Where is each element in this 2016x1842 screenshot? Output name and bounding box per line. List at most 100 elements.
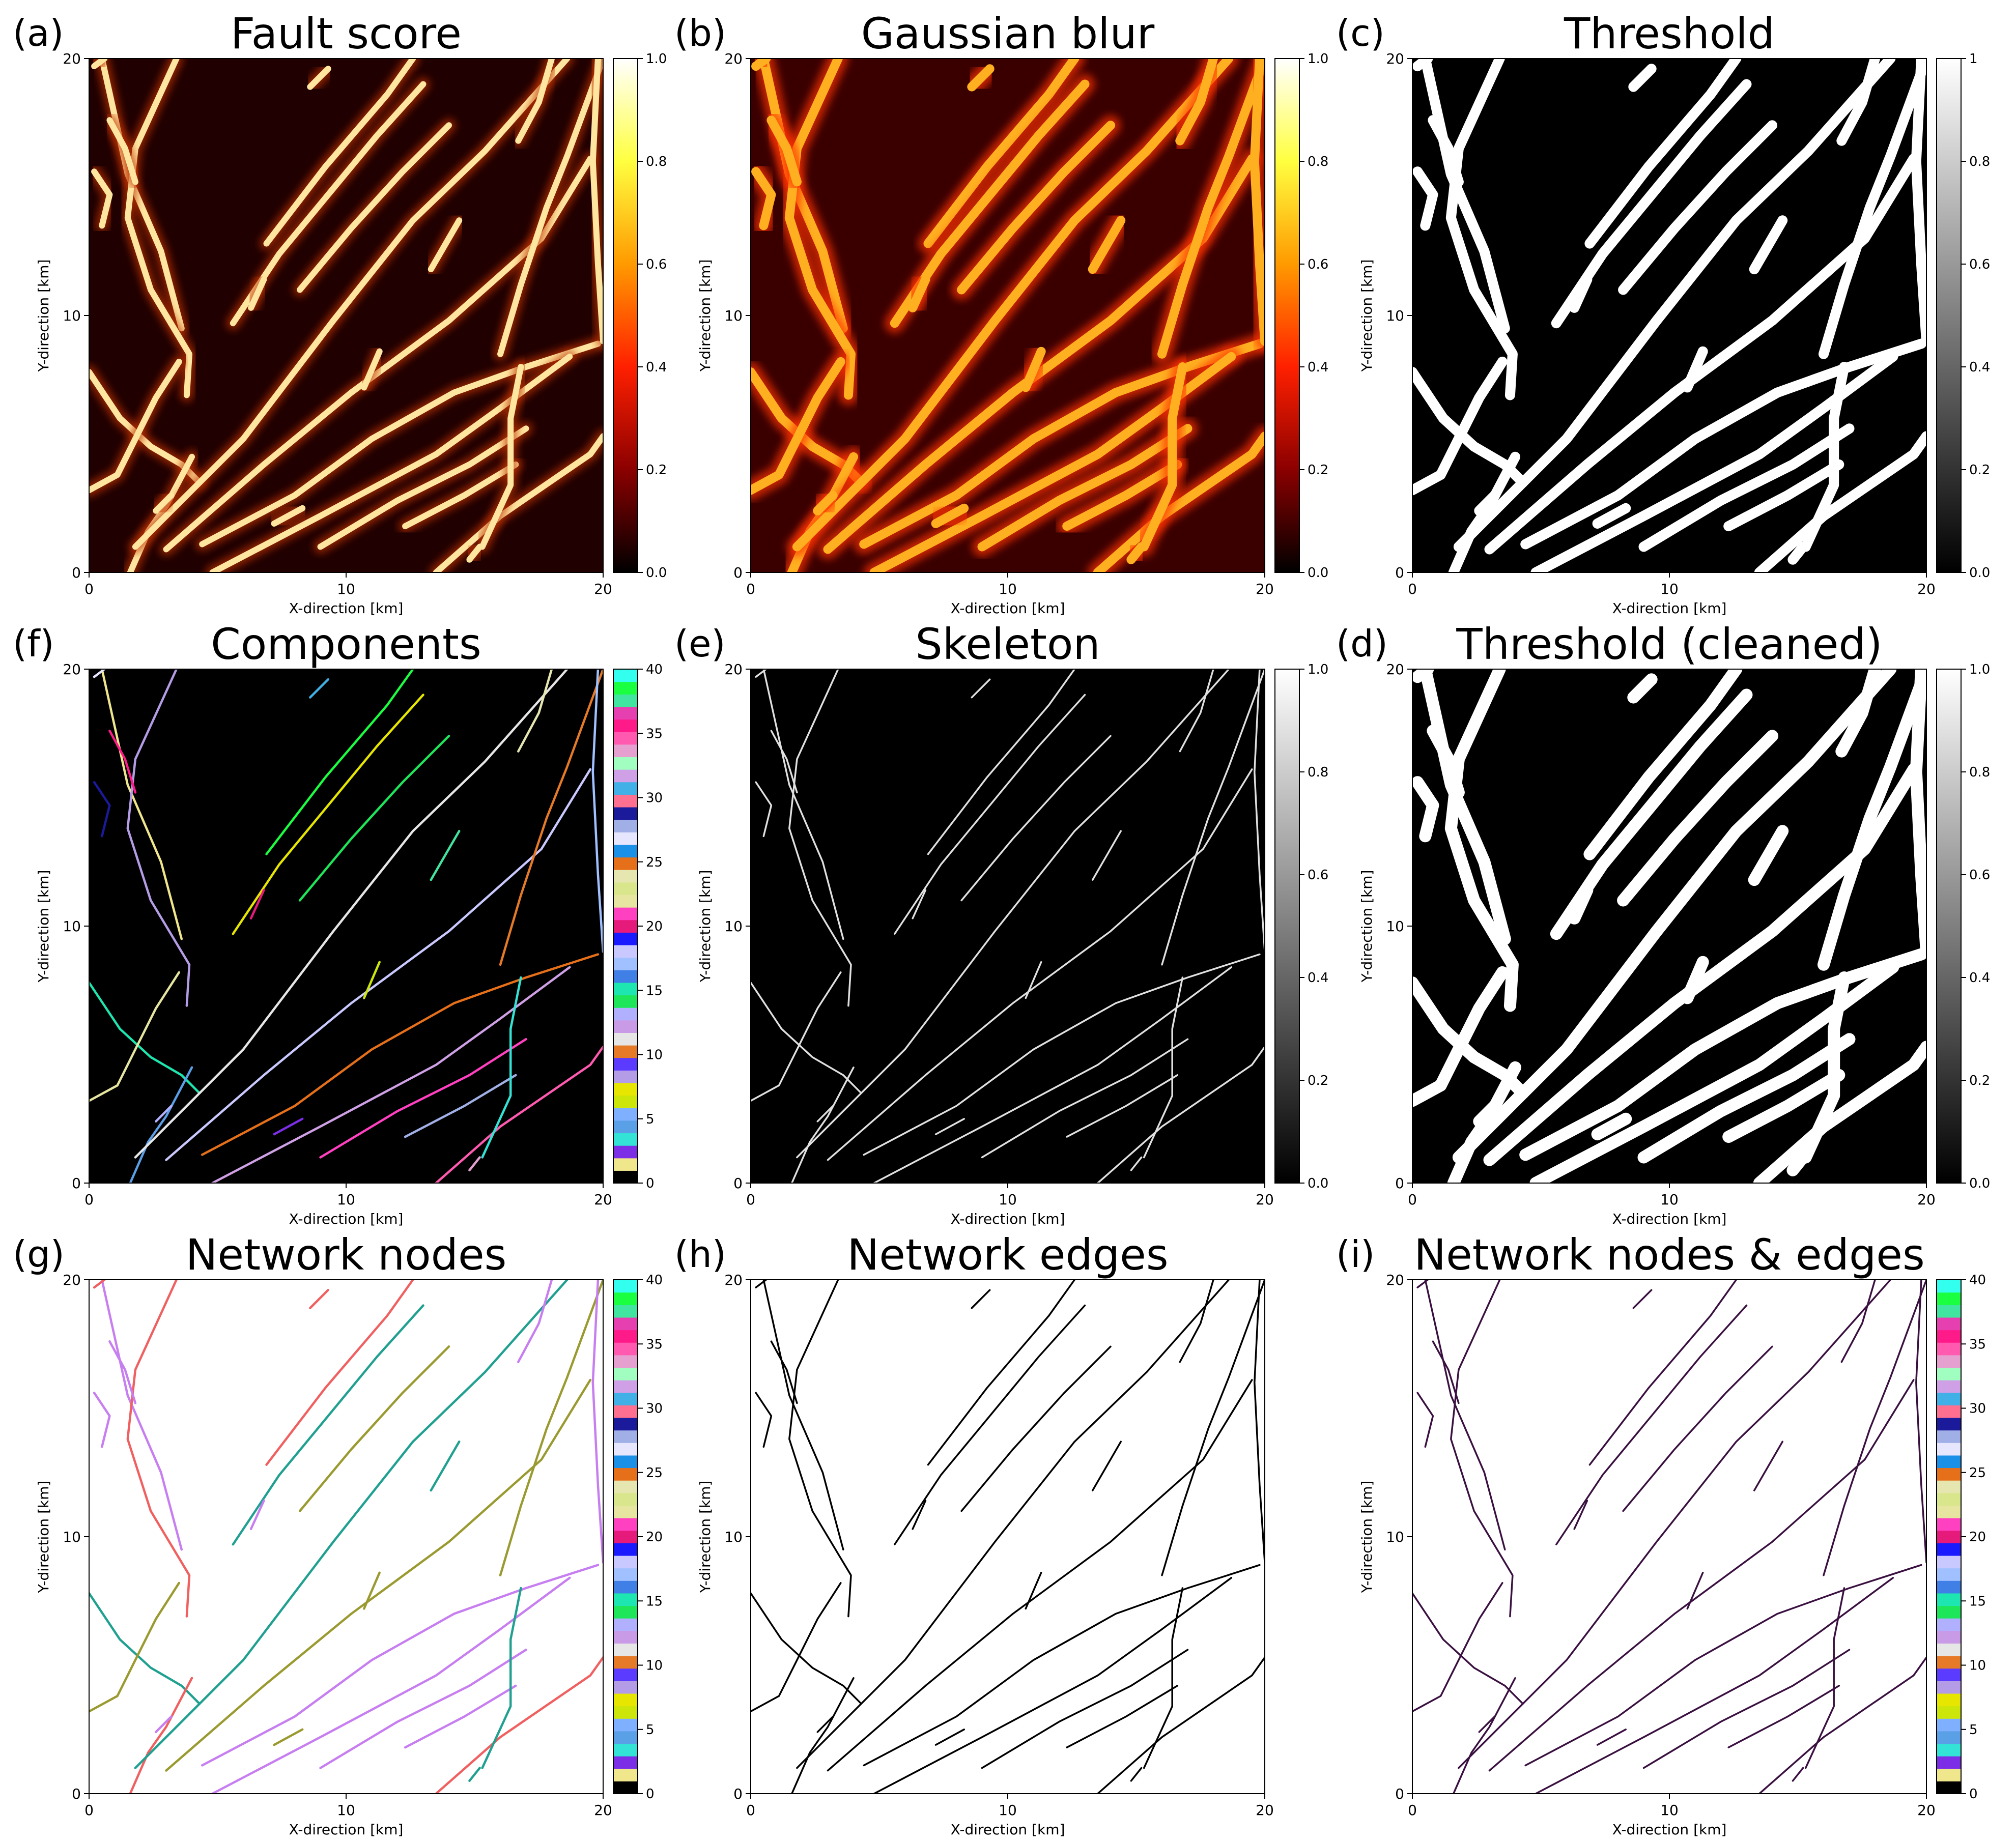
fault-line (894, 1304, 1086, 1545)
fault-line (751, 971, 842, 1102)
fault-line (1800, 362, 1850, 552)
colorbar-tick-label: 10 (1969, 1658, 1986, 1674)
fault-line (163, 155, 593, 553)
fault-line (271, 505, 306, 527)
y-tick-label: 0 (733, 1786, 743, 1802)
fault-line (1520, 338, 1926, 550)
fault-line (363, 961, 381, 999)
fault-line (106, 117, 138, 185)
fault-line (1478, 1715, 1496, 1733)
y-tick-label: 0 (72, 564, 81, 581)
fault-line (249, 1500, 265, 1531)
colorbar-segment (613, 895, 638, 908)
fault-line (165, 1378, 592, 1772)
colorbar-segment (1937, 1405, 1961, 1418)
fault-line (1450, 1280, 1514, 1618)
fault-line (1179, 1280, 1214, 1363)
y-tick-label: 10 (63, 1529, 81, 1545)
colorbar-tick-label: 30 (646, 791, 663, 806)
colorbar-segment (613, 1443, 638, 1456)
fault-line (912, 1500, 927, 1530)
fault-line (1254, 1280, 1265, 1564)
fault-line (1823, 1280, 1926, 1576)
fault-line (788, 1280, 852, 1618)
colorbar-tick-label: 0.2 (1308, 463, 1328, 478)
fault-line (1792, 1767, 1804, 1782)
fault-line (89, 1592, 201, 1705)
fault-line (201, 953, 600, 1156)
x-tick-label: 0 (1408, 581, 1417, 597)
colorbar-tick-label: 0.6 (646, 257, 667, 272)
fault-line (91, 59, 108, 70)
y-tick-label: 10 (1386, 918, 1404, 935)
x-axis-label: X-direction [km] (1612, 600, 1727, 617)
fault-line (1530, 351, 1898, 572)
panel-h: 0 10 20 0 10 20 X-direction [km] Y-direction [k… (674, 1230, 1274, 1838)
fault-line (762, 669, 844, 940)
colorbar-segment (1937, 1380, 1961, 1393)
colorbar-segment (613, 1317, 638, 1331)
fault-line (1818, 669, 1926, 971)
fault-line (1130, 1767, 1143, 1782)
fault-line (1681, 956, 1709, 1004)
colorbar-tick-label: 10 (646, 1658, 663, 1674)
colorbar-tick-label: 0.4 (1969, 360, 1990, 375)
colorbar-segment (613, 819, 638, 832)
colorbar-segment (1937, 1430, 1961, 1443)
colorbar-segment (1937, 1568, 1961, 1581)
x-tick-label: 0 (84, 581, 94, 597)
fault-line (1519, 948, 1926, 1161)
colorbar-tick-label: 0.6 (1969, 868, 1990, 883)
fault-line (873, 966, 1233, 1183)
panel-label: (d) (1336, 622, 1388, 665)
fault-line (273, 1728, 304, 1746)
colorbar-segment (613, 1367, 638, 1380)
fault-line (934, 1729, 965, 1746)
fault-line (1093, 431, 1265, 572)
colorbar-tick-label: 10 (646, 1048, 663, 1063)
colorbar-tick-label: 0.0 (646, 565, 667, 581)
colorbar-segment (1937, 1718, 1961, 1732)
fault-line (435, 1656, 603, 1794)
colorbar-segment (613, 995, 638, 1008)
fault-line (134, 1280, 569, 1769)
fault-line (1488, 1379, 1915, 1772)
fault-line (1452, 669, 1897, 1164)
panel-label: (c) (1336, 12, 1385, 54)
fault-line (1126, 542, 1146, 564)
colorbar-segment (613, 732, 638, 745)
colorbar-frame (1274, 58, 1300, 573)
colorbar-segment (613, 1355, 638, 1368)
fault-line (155, 1105, 173, 1123)
colorbar-segment (1937, 1443, 1961, 1456)
colorbar-segment (613, 1342, 638, 1356)
fault-line (1097, 1656, 1265, 1794)
fault-line (960, 1345, 1112, 1512)
colorbar-tick-label: 1.0 (646, 51, 667, 67)
fault-line (1432, 1340, 1460, 1404)
colorbar-segment (613, 1020, 638, 1033)
fault-line (1584, 59, 1742, 249)
fault-line (931, 503, 969, 528)
colorbar-tick-label: 5 (1969, 1722, 1978, 1738)
colorbar-frame (1274, 669, 1300, 1184)
fault-line (792, 59, 1234, 552)
fault-line (1682, 346, 1708, 393)
panel-title: Fault score (231, 9, 462, 59)
colorbar-segment (613, 1292, 638, 1305)
colorbar-tick-label: 20 (646, 919, 663, 934)
colorbar-tick-label: 1.0 (1308, 662, 1328, 677)
colorbar-segment (613, 1518, 638, 1531)
colorbar-tick-label: 5 (646, 1722, 655, 1738)
fault-line (1758, 1656, 1926, 1794)
fault-line (1143, 976, 1184, 1159)
fault-line (317, 425, 529, 550)
fault-line (971, 678, 991, 699)
y-tick-label: 10 (63, 918, 81, 935)
fault-line (1139, 362, 1187, 552)
colorbar-frame (1936, 58, 1962, 573)
x-axis-label: X-direction [km] (951, 600, 1065, 617)
fault-line (1250, 59, 1265, 346)
fault-line (1416, 1392, 1434, 1448)
fault-line (1458, 1280, 1892, 1769)
